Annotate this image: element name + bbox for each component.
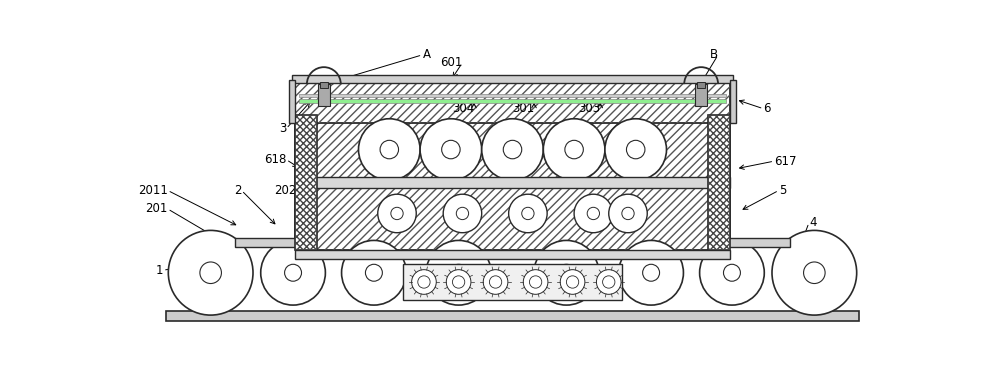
- Text: 201: 201: [145, 202, 168, 215]
- Text: B: B: [710, 48, 718, 61]
- Bar: [697, 82, 705, 88]
- Circle shape: [723, 264, 740, 281]
- Circle shape: [522, 207, 534, 220]
- Bar: [295, 250, 730, 259]
- Bar: [403, 264, 622, 300]
- Bar: [295, 115, 730, 250]
- Circle shape: [442, 140, 460, 159]
- Circle shape: [596, 270, 621, 294]
- Circle shape: [168, 230, 253, 315]
- Text: 2: 2: [234, 184, 241, 197]
- Circle shape: [420, 119, 482, 180]
- Circle shape: [443, 194, 482, 233]
- Bar: [295, 115, 317, 250]
- Bar: [730, 80, 736, 123]
- Circle shape: [626, 140, 645, 159]
- Circle shape: [503, 140, 522, 159]
- Circle shape: [418, 276, 430, 288]
- Text: 3: 3: [279, 122, 286, 135]
- Text: 2011: 2011: [138, 184, 168, 197]
- Bar: [708, 115, 730, 250]
- Bar: [299, 99, 726, 103]
- Circle shape: [200, 262, 221, 283]
- Text: 4: 4: [809, 216, 816, 229]
- Bar: [295, 80, 730, 123]
- Text: 304: 304: [452, 102, 474, 115]
- Circle shape: [456, 207, 469, 220]
- Bar: [299, 94, 726, 97]
- Bar: [695, 84, 707, 106]
- Circle shape: [412, 270, 436, 294]
- Text: 618: 618: [264, 153, 286, 166]
- Text: A: A: [422, 48, 430, 61]
- Circle shape: [378, 194, 416, 233]
- Circle shape: [358, 119, 420, 180]
- Circle shape: [391, 207, 403, 220]
- Circle shape: [523, 270, 548, 294]
- Circle shape: [489, 276, 502, 288]
- Bar: [289, 80, 295, 123]
- Circle shape: [285, 264, 302, 281]
- Circle shape: [560, 270, 585, 294]
- Circle shape: [534, 241, 599, 305]
- Circle shape: [529, 276, 542, 288]
- Text: 202: 202: [275, 184, 297, 197]
- Bar: [295, 80, 730, 123]
- Circle shape: [380, 140, 399, 159]
- Circle shape: [700, 241, 764, 305]
- Circle shape: [574, 194, 613, 233]
- Bar: [320, 82, 328, 88]
- Bar: [201, 309, 220, 311]
- Bar: [728, 238, 790, 247]
- Circle shape: [619, 241, 683, 305]
- Circle shape: [565, 140, 583, 159]
- Circle shape: [603, 276, 615, 288]
- Text: 6: 6: [764, 102, 771, 115]
- Text: 5: 5: [779, 184, 786, 197]
- Bar: [295, 115, 317, 250]
- Circle shape: [643, 264, 660, 281]
- Circle shape: [482, 119, 543, 180]
- Bar: [292, 75, 733, 82]
- Text: 301: 301: [512, 102, 534, 115]
- Text: 617: 617: [774, 155, 797, 168]
- Circle shape: [509, 194, 547, 233]
- Circle shape: [342, 241, 406, 305]
- Circle shape: [543, 119, 605, 180]
- Circle shape: [804, 262, 825, 283]
- Circle shape: [566, 276, 579, 288]
- Circle shape: [426, 241, 491, 305]
- Bar: [235, 238, 297, 247]
- Circle shape: [622, 207, 634, 220]
- Text: 303: 303: [578, 102, 600, 115]
- Circle shape: [772, 230, 857, 315]
- Circle shape: [587, 207, 600, 220]
- Bar: [295, 115, 730, 250]
- Circle shape: [483, 270, 508, 294]
- Circle shape: [609, 194, 647, 233]
- Circle shape: [261, 241, 325, 305]
- Circle shape: [450, 264, 467, 281]
- Bar: [708, 115, 730, 250]
- Bar: [166, 311, 859, 321]
- Circle shape: [605, 119, 666, 180]
- Text: 601: 601: [440, 56, 462, 69]
- Text: 1: 1: [155, 264, 163, 277]
- Circle shape: [365, 264, 382, 281]
- Circle shape: [558, 264, 575, 281]
- Bar: [805, 309, 824, 311]
- Bar: [295, 177, 730, 188]
- Circle shape: [446, 270, 471, 294]
- Bar: [318, 84, 330, 106]
- Circle shape: [452, 276, 465, 288]
